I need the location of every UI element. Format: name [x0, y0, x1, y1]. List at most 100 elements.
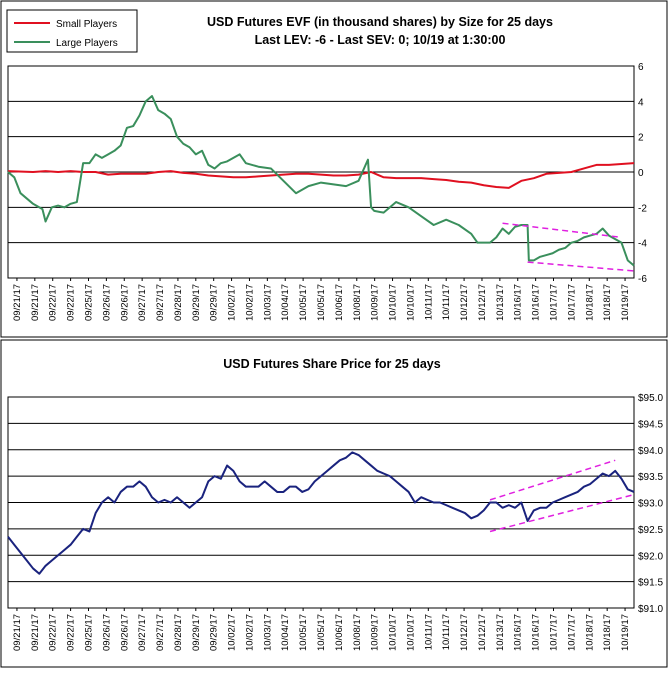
top-y-tick-label: 6 [638, 62, 644, 73]
top-chart-title: USD Futures EVF (in thousand shares) by … [207, 15, 553, 29]
top-x-tick-label: 10/13/17 [495, 284, 506, 321]
top-x-tick-label: 09/27/17 [155, 284, 166, 321]
top-y-tick-label: -4 [638, 239, 647, 250]
top-x-tick-label: 09/25/17 [83, 284, 94, 321]
top-y-tick-label: 0 [638, 168, 644, 179]
bottom-y-tick-label: $92.0 [638, 551, 663, 562]
top-x-tick-label: 10/16/17 [531, 284, 542, 321]
top-x-tick-label: 10/11/17 [441, 284, 452, 320]
bottom-x-tick-label: 10/02/17 [227, 614, 238, 651]
top-x-tick-label: 10/12/17 [477, 284, 488, 321]
bottom-x-tick-label: 10/16/17 [513, 614, 524, 651]
top-y-tick-label: 2 [638, 133, 644, 144]
bottom-x-tick-label: 09/22/17 [48, 614, 59, 651]
bottom-x-tick-label: 10/17/17 [566, 614, 577, 651]
bottom-x-tick-label: 10/12/17 [477, 614, 488, 651]
top-x-tick-label: 09/29/17 [209, 284, 220, 321]
bottom-chart-title: USD Futures Share Price for 25 days [223, 357, 440, 371]
top-series-large-players-line [7, 95, 635, 267]
top-x-tick-label: 10/06/17 [334, 284, 345, 321]
bottom-trendline [489, 459, 616, 501]
bottom-x-tick-label: 10/09/17 [370, 614, 381, 651]
top-trendline [527, 261, 635, 272]
bottom-x-tick-label: 10/11/17 [441, 614, 452, 650]
bottom-y-tick-label: $91.5 [638, 578, 663, 589]
legend-label-large-players: Large Players [56, 38, 118, 49]
top-y-tick-label: 4 [638, 97, 644, 108]
bottom-x-tick-label: 10/12/17 [459, 614, 470, 651]
bottom-y-tick-label: $93.0 [638, 499, 663, 510]
bottom-x-tick-label: 10/19/17 [620, 614, 631, 651]
bottom-x-tick-label: 10/18/17 [602, 614, 613, 651]
top-x-tick-label: 10/08/17 [352, 284, 363, 321]
top-x-tick-label: 10/05/17 [298, 284, 309, 321]
top-x-tick-label: 09/22/17 [48, 284, 59, 321]
top-x-tick-label: 10/02/17 [244, 284, 255, 321]
bottom-y-tick-label: $95.0 [638, 393, 663, 404]
top-y-tick-label: -6 [638, 274, 647, 285]
legend-box [6, 9, 138, 53]
top-x-tick-label: 10/16/17 [513, 284, 524, 321]
top-x-tick-label: 10/10/17 [388, 284, 399, 321]
top-x-tick-label: 10/09/17 [370, 284, 381, 321]
bottom-x-tick-label: 10/03/17 [262, 614, 273, 651]
bottom-x-tick-label: 09/26/17 [119, 614, 130, 651]
bottom-x-tick-label: 09/29/17 [209, 614, 220, 651]
bottom-x-tick-label: 09/26/17 [101, 614, 112, 651]
bottom-x-tick-label: 10/05/17 [298, 614, 309, 651]
bottom-x-tick-label: 10/05/17 [316, 614, 327, 651]
bottom-x-tick-label: 09/29/17 [191, 614, 202, 651]
top-x-tick-label: 10/04/17 [280, 284, 291, 321]
bottom-y-tick-label: $94.5 [638, 419, 663, 430]
bottom-x-tick-label: 10/11/17 [423, 614, 434, 650]
top-x-tick-label: 10/05/17 [316, 284, 327, 321]
bottom-x-tick-label: 09/27/17 [155, 614, 166, 651]
bottom-x-tick-label: 10/17/17 [549, 614, 560, 651]
top-x-tick-label: 10/19/17 [620, 284, 631, 321]
top-x-tick-label: 10/10/17 [405, 284, 416, 321]
bottom-x-tick-label: 10/10/17 [405, 614, 416, 651]
bottom-series-share-price-line [7, 451, 635, 575]
bottom-x-tick-label: 09/21/17 [30, 614, 41, 651]
top-x-tick-label: 10/18/17 [584, 284, 595, 321]
top-x-tick-label: 09/26/17 [119, 284, 130, 321]
bottom-x-tick-label: 10/08/17 [352, 614, 363, 651]
legend-label-small-players: Small Players [56, 19, 117, 30]
bottom-x-tick-label: 09/25/17 [83, 614, 94, 651]
top-x-tick-label: 09/22/17 [66, 284, 77, 321]
top-x-tick-label: 10/17/17 [549, 284, 560, 321]
top-x-tick-label: 10/12/17 [459, 284, 470, 321]
bottom-y-tick-label: $92.5 [638, 525, 663, 536]
bottom-x-tick-label: 10/13/17 [495, 614, 506, 651]
bottom-x-tick-label: 09/21/17 [12, 614, 23, 651]
top-x-tick-label: 09/28/17 [173, 284, 184, 321]
bottom-x-tick-label: 10/10/17 [388, 614, 399, 651]
top-legend: Small Players Large Players [6, 9, 138, 53]
top-y-tick-label: -2 [638, 203, 647, 214]
top-series-small-players-line [7, 162, 635, 189]
bottom-x-tick-label: 10/06/17 [334, 614, 345, 651]
bottom-plot-area: $95.0 $94.5 $94.0 $93.5 $93.0 $92.5 $92.0 $91.5… [7, 393, 663, 615]
bottom-x-tick-label: 10/16/17 [531, 614, 542, 651]
top-chart-subtitle: Last LEV: -6 - Last SEV: 0; 10/19 at 1:3… [255, 33, 506, 47]
bottom-trendline [489, 493, 635, 533]
bottom-x-tick-label: 10/04/17 [280, 614, 291, 651]
bottom-x-tick-label: 10/18/17 [584, 614, 595, 651]
top-x-tick-label: 09/21/17 [12, 284, 23, 321]
bottom-x-tick-label: 09/28/17 [173, 614, 184, 651]
bottom-y-tick-label: $94.0 [638, 446, 663, 457]
top-x-tick-label: 10/11/17 [423, 284, 434, 320]
top-x-tick-label: 09/21/17 [30, 284, 41, 321]
bottom-x-tick-labels: 09/21/17 09/21/17 09/22/17 09/22/17 09/25/17… [12, 614, 631, 651]
bottom-x-tick-label: 09/27/17 [137, 614, 148, 651]
top-x-tick-labels: 09/21/17 09/21/17 09/22/17 09/22/17 09/25/17… [12, 284, 631, 321]
top-plot-area: 6 4 2 0 -2 -4 -6 [7, 62, 647, 285]
bottom-x-tick-label: 10/02/17 [244, 614, 255, 651]
top-x-tick-label: 10/03/17 [262, 284, 273, 321]
bottom-x-tick-label: 09/22/17 [66, 614, 77, 651]
top-x-tick-label: 10/18/17 [602, 284, 613, 321]
bottom-y-tick-label: $91.0 [638, 604, 663, 615]
top-x-tick-label: 10/02/17 [227, 284, 238, 321]
